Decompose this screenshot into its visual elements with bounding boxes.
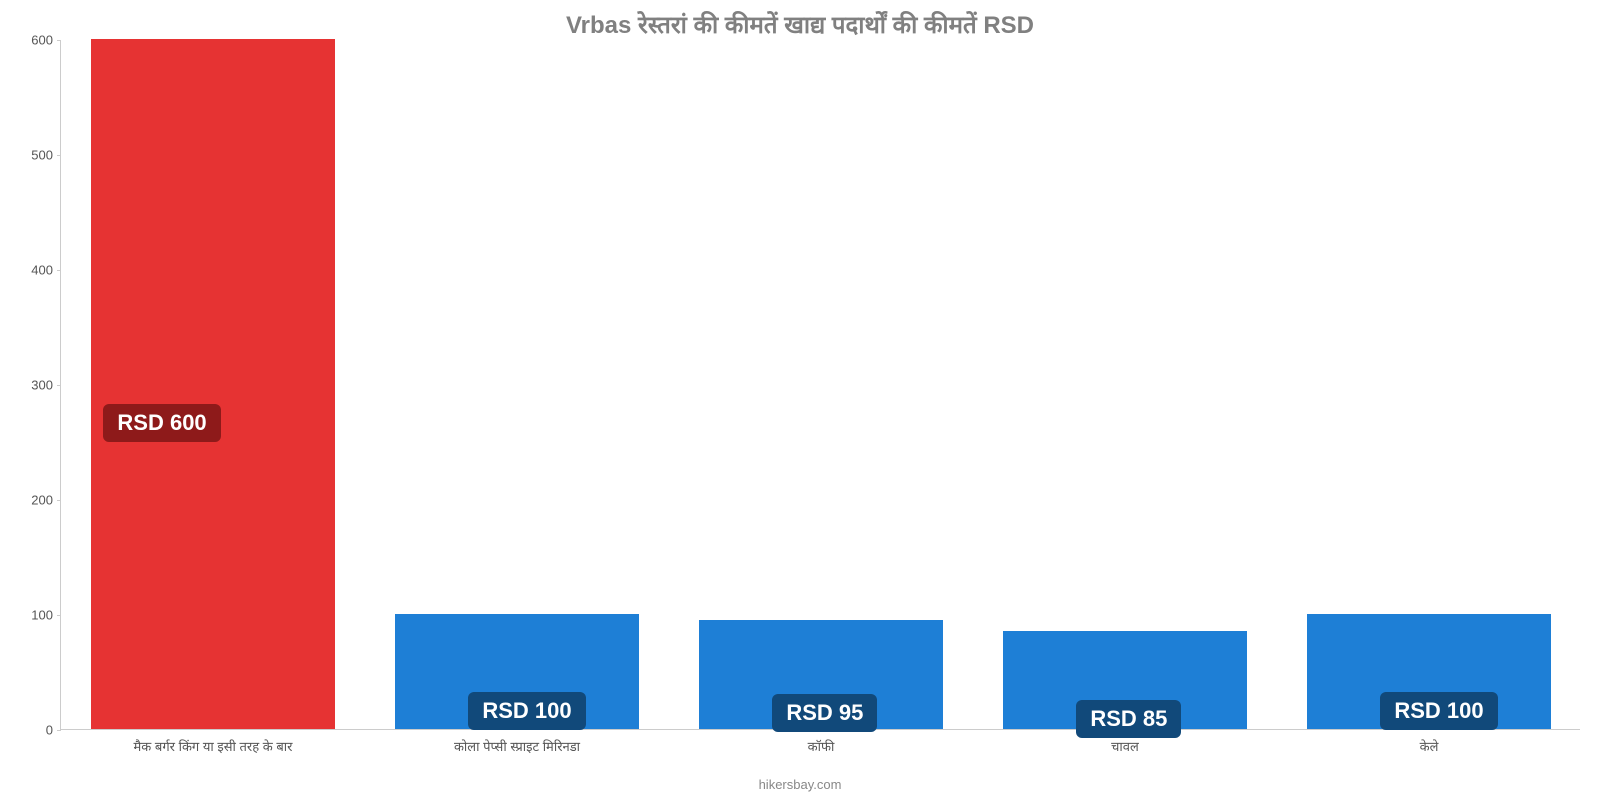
y-tick-label: 100 [31, 608, 53, 623]
y-tick-mark [57, 270, 61, 271]
y-tick-mark [57, 615, 61, 616]
x-category-label: कोला पेप्सी स्प्राइट मिरिनडा [454, 737, 580, 755]
bar-value-label: RSD 100 [1380, 692, 1497, 730]
x-category-label: केले [1420, 737, 1439, 755]
chart-container: Vrbas रेस्तरां की कीमतें खाद्य पदार्थों … [0, 0, 1600, 800]
y-tick-mark [57, 40, 61, 41]
y-tick-mark [57, 385, 61, 386]
y-tick-mark [57, 500, 61, 501]
y-tick-label: 500 [31, 148, 53, 163]
attribution-text: hikersbay.com [0, 777, 1600, 792]
x-category-label: मैक बर्गर किंग या इसी तरह के बार [134, 737, 293, 755]
y-tick-label: 0 [46, 723, 53, 738]
x-category-label: कॉफी [808, 737, 835, 755]
bar-value-label: RSD 85 [1076, 700, 1181, 738]
y-tick-mark [57, 730, 61, 731]
bar [91, 39, 334, 729]
plot-area: 0100200300400500600RSD 600मैक बर्गर किंग… [60, 40, 1580, 730]
y-tick-label: 600 [31, 33, 53, 48]
bar-value-label: RSD 600 [103, 404, 220, 442]
x-category-label: चावल [1111, 737, 1139, 755]
y-tick-mark [57, 155, 61, 156]
chart-title: Vrbas रेस्तरां की कीमतें खाद्य पदार्थों … [0, 8, 1600, 41]
y-tick-label: 400 [31, 263, 53, 278]
y-tick-label: 300 [31, 378, 53, 393]
y-tick-label: 200 [31, 493, 53, 508]
bar-value-label: RSD 95 [772, 694, 877, 732]
bar-value-label: RSD 100 [468, 692, 585, 730]
